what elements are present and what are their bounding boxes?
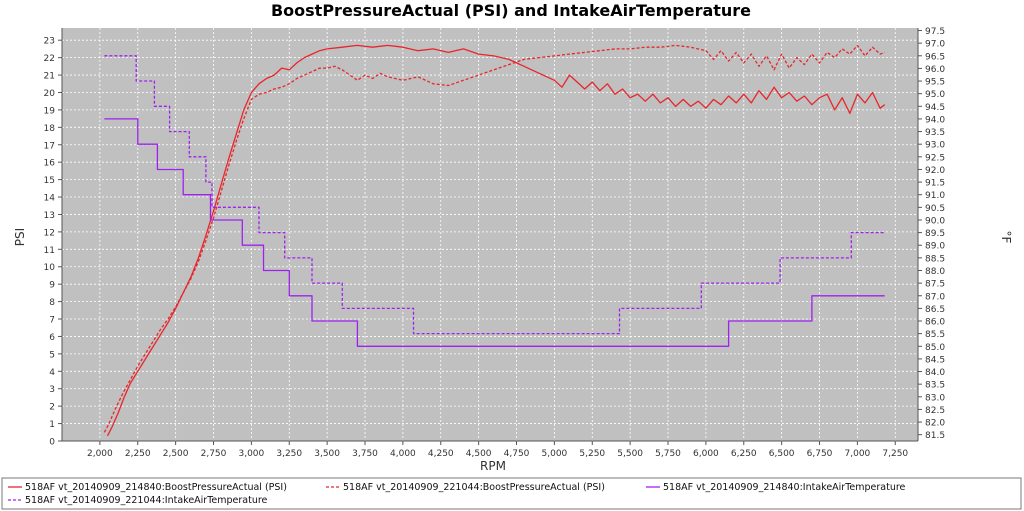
y-tick-label: 7 <box>49 316 55 326</box>
x-axis: 2,000 2,250 2,500 2,750 3,000 3,250 3,500 3,750… <box>62 440 918 459</box>
series-line-4 <box>104 55 885 335</box>
x-tick-label: 4,500 <box>466 449 492 459</box>
y-tick-label: 15 <box>44 176 55 186</box>
y2-tick-label: 87.0 <box>925 292 945 302</box>
y2-tick-label: 86.0 <box>925 318 945 328</box>
x-tick-label: 3,250 <box>276 449 302 459</box>
x-tick-label: 5,500 <box>617 449 643 459</box>
y-tick-label: 19 <box>44 106 56 116</box>
y-tick-label: 11 <box>44 246 55 256</box>
y2-tick-label: 92.5 <box>925 153 945 163</box>
y-tick-label: 9 <box>49 281 55 291</box>
y-tick-label: 4 <box>49 368 55 378</box>
x-tick-label: 6,250 <box>731 449 757 459</box>
y2-tick-label: 83.5 <box>925 381 945 391</box>
y2-tick-label: 91.5 <box>925 179 945 189</box>
y2-tick-label: 88.5 <box>925 254 945 264</box>
y-tick-label: 1 <box>49 420 55 430</box>
series-lines <box>103 44 886 437</box>
y-tick-label: 5 <box>49 350 55 360</box>
y2-tick-label: 93.5 <box>925 128 945 138</box>
y2-tick-label: 83.0 <box>925 393 945 403</box>
x-tick-label: 7,000 <box>845 449 871 459</box>
y-tick-label: 12 <box>44 228 55 238</box>
x-tick-label: 2,250 <box>125 449 151 459</box>
y2-tick-label: 91.0 <box>925 191 945 201</box>
x-tick-label: 6,000 <box>693 449 719 459</box>
x-tick-label: 3,000 <box>238 449 264 459</box>
x-tick-label: 5,250 <box>579 449 605 459</box>
y2-tick-label: 90.0 <box>925 216 945 226</box>
y-tick-label: 2 <box>49 403 55 413</box>
y-tick-label: 14 <box>44 194 56 204</box>
series-line-3 <box>104 118 885 347</box>
x-tick-label: 2,500 <box>163 449 189 459</box>
y2-tick-label: 95.0 <box>925 90 945 100</box>
x-tick-label: 4,750 <box>504 449 530 459</box>
y2-tick-label: 89.0 <box>925 242 945 252</box>
chart-title: BoostPressureActual (PSI) and IntakeAirT… <box>271 1 751 20</box>
y2-tick-label: 82.5 <box>925 406 945 416</box>
x-tick-label: 7,250 <box>882 449 908 459</box>
y-tick-label: 13 <box>44 211 55 221</box>
y2-tick-label: 88.0 <box>925 267 945 277</box>
legend-entry: 518AF vt_20140909_221044:IntakeAirTemper… <box>25 495 268 506</box>
legend-box <box>1 477 1022 510</box>
x-tick-label: 2,000 <box>87 449 113 459</box>
y-tick-label: 22 <box>44 54 55 64</box>
y2-tick-label: 87.5 <box>925 280 945 290</box>
plot-area <box>62 28 918 441</box>
x-tick-label: 5,750 <box>655 449 681 459</box>
y-tick-label: 20 <box>44 89 56 99</box>
legend: 518AF vt_20140909_214840:BoostPressureAc… <box>8 482 906 506</box>
x-tick-label: 3,500 <box>314 449 340 459</box>
y2-tick-label: 97.0 <box>925 40 945 50</box>
y2-tick-label: 96.5 <box>925 52 945 62</box>
y2-tick-label: 81.5 <box>925 431 945 441</box>
y2-tick-label: 94.0 <box>925 115 945 125</box>
y2-tick-label: 90.5 <box>925 204 945 214</box>
x-tick-label: 4,250 <box>428 449 454 459</box>
y-tick-label: 21 <box>44 72 55 82</box>
y-tick-label: 17 <box>44 141 55 151</box>
y2-tick-label: 84.0 <box>925 368 945 378</box>
y2-tick-label: 92.0 <box>925 166 945 176</box>
x-tick-label: 5,000 <box>542 449 568 459</box>
y2-tick-label: 86.5 <box>925 305 945 315</box>
y2-tick-label: 82.0 <box>925 419 945 429</box>
x-tick-label: 6,750 <box>807 449 833 459</box>
y-tick-label: 8 <box>49 298 55 308</box>
y2-tick-label: 89.5 <box>925 229 945 239</box>
series-line-1 <box>106 44 886 437</box>
y2-tick-label: 93.0 <box>925 141 945 151</box>
y2-tick-label: 84.5 <box>925 355 945 365</box>
y-tick-label: 18 <box>44 124 56 134</box>
y-tick-label: 0 <box>49 438 55 448</box>
x-tick-label: 4,000 <box>390 449 416 459</box>
x-tick-label: 3,750 <box>352 449 378 459</box>
y-tick-label: 3 <box>49 385 55 395</box>
legend-entry: 518AF vt_20140909_214840:BoostPressureAc… <box>25 482 287 493</box>
y-axis-right: 81.5 82.0 82.5 83.0 83.5 84.0 84.5 85.0 85.5 86.0… <box>917 27 945 441</box>
y-tick-label: 16 <box>44 159 56 169</box>
legend-entry: 518AF vt_20140909_221044:BoostPressureAc… <box>343 482 605 493</box>
legend-entry: 518AF vt_20140909_214840:IntakeAirTemper… <box>663 482 906 493</box>
series-line-2 <box>103 44 885 433</box>
y2-tick-label: 85.0 <box>925 343 945 353</box>
y-tick-label: 23 <box>44 37 55 47</box>
x-tick-label: 2,750 <box>201 449 227 459</box>
x-tick-label: 6,500 <box>769 449 795 459</box>
y-axis-label: PSI <box>13 228 27 246</box>
y2-tick-label: 96.0 <box>925 65 945 75</box>
y2-tick-label: 97.5 <box>925 27 945 37</box>
y-tick-label: 10 <box>44 263 56 273</box>
y-tick-label: 6 <box>49 333 55 343</box>
x-axis-label: RPM <box>480 459 506 473</box>
y2-tick-label: 95.5 <box>925 78 945 88</box>
y2-tick-label: 85.5 <box>925 330 945 340</box>
y2-tick-label: 94.5 <box>925 103 945 113</box>
y2-axis-label: °F <box>999 231 1013 244</box>
